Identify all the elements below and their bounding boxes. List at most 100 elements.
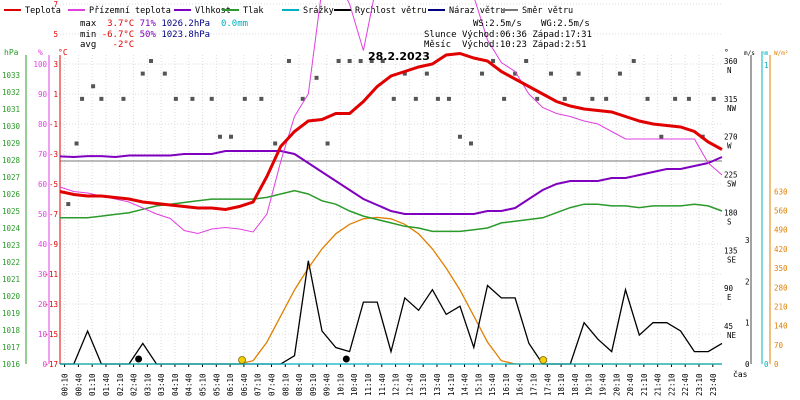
wind-direction-point: [562, 96, 567, 101]
wind-direction-point: [604, 96, 609, 101]
time-tick-label: 06:10: [226, 373, 235, 396]
info-moon-label: Měsíc: [424, 40, 452, 50]
wind-direction-point: [491, 58, 496, 63]
wind-direction-point: [229, 134, 234, 139]
legend-label: Vlhkost: [195, 6, 231, 16]
hpa-tick-label: 1021: [2, 275, 20, 284]
time-tick-label: 05:40: [212, 373, 221, 396]
info-wg: WG:2.5m/s: [541, 19, 590, 29]
hpa-tick-label: 1020: [2, 292, 21, 301]
sunset-marker: [539, 356, 548, 364]
time-tick-label: 01:10: [88, 373, 97, 396]
wind-direction-point: [446, 96, 451, 101]
stats-min-press: 1023.8hPa: [161, 30, 211, 40]
deg-tick-label: 135: [724, 246, 738, 255]
w-tick-label: 0: [774, 360, 779, 369]
w-tick-label: 560: [774, 207, 788, 216]
time-tick-label: 03:40: [157, 373, 166, 396]
hpa-tick-label: 1032: [2, 88, 20, 97]
ms-axis-unit: m/s: [744, 50, 755, 57]
pct-tick-label: 30: [38, 270, 48, 279]
time-tick-label: 19:40: [598, 373, 607, 396]
series-line-wind-speed: [60, 260, 723, 365]
mm-tick-label: 1: [764, 61, 769, 70]
deg-tick-label: 360: [724, 57, 738, 66]
hpa-tick-label: 1028: [2, 156, 21, 165]
stats-avg-row: avg -2°C: [80, 40, 134, 50]
stats-avg-label: avg: [80, 40, 97, 50]
wind-direction-point: [149, 58, 154, 63]
wind-direction-point: [80, 96, 85, 101]
time-tick-label: 16:10: [502, 373, 511, 396]
wind-direction-point: [99, 96, 104, 101]
moonset-marker: [135, 355, 143, 363]
deg-tick-label: 45: [724, 322, 733, 331]
time-tick-label: 00:40: [74, 373, 83, 396]
wind-direction-point: [325, 141, 330, 146]
pct-tick-label: 80: [38, 120, 48, 129]
stats-min-row: min -6.7°C 50% 1023.8hPa: [80, 30, 210, 40]
c-tick-label: 7: [53, 0, 58, 9]
time-tick-label: 21:40: [654, 373, 663, 396]
wind-direction-point: [548, 71, 553, 76]
w-tick-label: 490: [774, 226, 788, 235]
hpa-tick-label: 1024: [2, 224, 21, 233]
sunrise-marker: [238, 356, 246, 364]
c-tick-label: -5: [49, 180, 58, 189]
time-tick-label: 22:40: [681, 373, 690, 396]
wind-direction-point: [369, 58, 374, 63]
wind-direction-point: [402, 71, 407, 76]
wind-direction-point: [686, 96, 691, 101]
c-tick-label: -7: [49, 210, 58, 219]
wind-direction-point: [380, 58, 385, 63]
time-tick-label: 18:40: [571, 373, 580, 396]
w-tick-label: 280: [774, 283, 788, 292]
time-tick-label: 20:10: [612, 373, 621, 396]
info-moonrise: Východ:10:23: [461, 40, 527, 50]
wind-direction-point: [66, 202, 71, 207]
info-sunrise: Východ:06:36: [461, 30, 527, 40]
series-line-temperature: [59, 51, 723, 212]
wind-direction-point: [74, 141, 79, 146]
time-tick-label: 19:10: [585, 373, 594, 396]
wind-direction-point: [435, 96, 440, 101]
hpa-tick-label: 1025: [2, 207, 20, 216]
legend-label: Přízemní teplota: [89, 6, 171, 16]
stats-max-rain: 0.0mm: [220, 19, 249, 29]
w-tick-label: 210: [774, 302, 788, 311]
legend-label: Tlak: [243, 6, 263, 16]
mm-axis-unit: mm: [761, 50, 769, 57]
c-axis-unit: °C: [58, 48, 68, 57]
grid: [60, 3, 722, 365]
dir-tick-label: N: [727, 66, 732, 75]
time-tick-label: 02:10: [116, 373, 125, 396]
wind-direction-point: [535, 96, 540, 101]
legend-label: Srážky: [303, 6, 334, 16]
info-moonset: Západ:2:51: [532, 40, 587, 50]
ms-tick-label: 2: [745, 277, 750, 286]
w-tick-label: 350: [774, 264, 788, 273]
ms-tick-label: 3: [745, 236, 750, 245]
time-tick-label: 10:10: [336, 373, 345, 396]
wind-direction-point: [424, 71, 429, 76]
stats-min-label: min: [80, 30, 97, 40]
info-ws: WS:2.5m/s: [473, 19, 522, 29]
hpa-tick-label: 1017: [2, 343, 20, 352]
ms-tick-label: 1: [745, 319, 750, 328]
wind-direction-point: [659, 134, 664, 139]
wind-direction-point: [524, 58, 529, 63]
time-tick-label: 04:40: [185, 373, 194, 396]
wind-direction-point: [273, 141, 278, 146]
c-tick-label: 3: [53, 60, 58, 69]
stats-max-row: max 3.7°C 71% 1026.2hPa 0.0mm: [80, 19, 248, 29]
time-tick-label: 00:10: [61, 373, 70, 396]
legend-label: Rychlost větru: [355, 6, 427, 16]
wind-direction-point: [468, 141, 473, 146]
dir-tick-label: SW: [727, 180, 737, 189]
time-tick-label: 04:10: [171, 373, 180, 396]
wind-direction-point: [457, 134, 462, 139]
wind-direction-point: [286, 58, 291, 63]
time-tick-label: 10:40: [350, 373, 359, 396]
time-tick-label: 23:10: [695, 373, 704, 396]
